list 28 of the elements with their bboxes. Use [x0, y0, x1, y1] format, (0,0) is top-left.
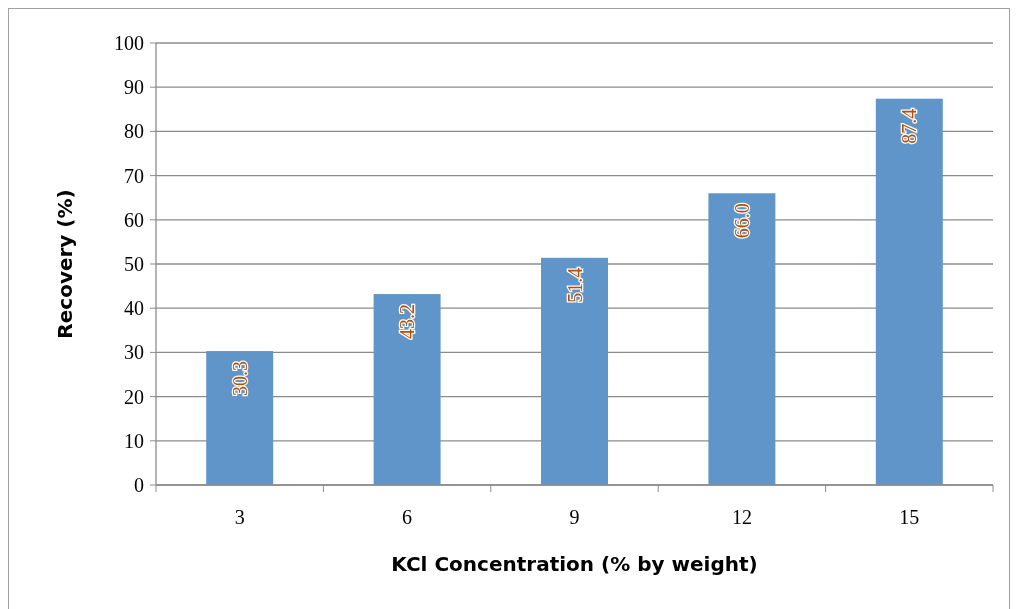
- x-tick-label: 9: [569, 506, 580, 528]
- y-tick-label: 20: [124, 385, 144, 408]
- x-tick-label: 15: [899, 506, 920, 528]
- y-tick-label: 60: [124, 208, 144, 231]
- y-tick-label: 90: [124, 76, 144, 99]
- y-tick-label: 30: [124, 341, 144, 364]
- y-tick-label: 80: [124, 120, 144, 143]
- y-tick-label: 0: [134, 474, 144, 496]
- y-tick-label: 100: [114, 32, 144, 54]
- y-tick-label: 70: [124, 164, 144, 187]
- bar: [875, 98, 943, 485]
- x-tick-label: 3: [234, 506, 245, 528]
- x-tick-label: 12: [731, 506, 752, 528]
- bar: [373, 294, 441, 485]
- data-label: 87.4: [898, 108, 921, 144]
- y-tick-label: 40: [124, 297, 144, 320]
- y-tick-label: 50: [124, 253, 144, 275]
- bar: [206, 351, 274, 485]
- x-tick-label: 6: [402, 506, 413, 528]
- y-axis-title: Recovery (%): [53, 189, 77, 339]
- x-axis-title: KCl Concentration (% by weight): [391, 552, 758, 576]
- data-label: 43.2: [396, 304, 419, 340]
- data-label: 30.3: [228, 361, 251, 397]
- data-label: 51.4: [563, 267, 586, 303]
- bar: [541, 257, 608, 485]
- data-label: 66.0: [730, 203, 753, 239]
- bar: [708, 193, 776, 485]
- y-tick-label: 10: [124, 429, 144, 452]
